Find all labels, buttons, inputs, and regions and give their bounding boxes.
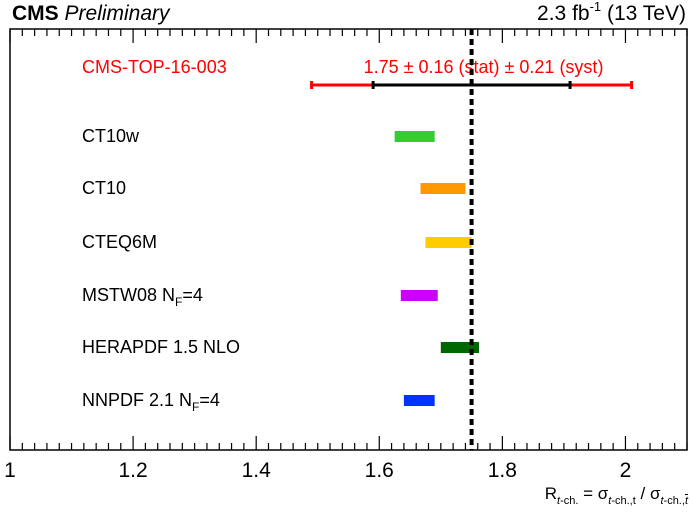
energy-label: (13 TeV) (607, 2, 686, 25)
lumi-exponent: -1 (589, 0, 602, 14)
lumi-value: 2.3 fb (537, 2, 590, 25)
prediction-label: CT10w (82, 126, 140, 146)
measurement: CMS-TOP-16-003 1.75 ± 0.16 (stat) ± 0.21 … (82, 57, 634, 89)
prediction-band (420, 183, 466, 194)
x-tick-label: 2 (620, 459, 632, 482)
measurement-value: 1.75 ± 0.16 (stat) ± 0.21 (syst) (364, 57, 604, 77)
experiment-name: CMS (12, 2, 59, 25)
status-label: Preliminary (64, 2, 170, 25)
x-tick-label: 1.2 (118, 459, 147, 482)
x-axis-label: Rt-ch. = σt-ch.,t / σt-ch.,t (544, 484, 688, 507)
prediction-band (425, 237, 472, 248)
x-axis-tick-labels: 1 1.2 1.4 1.6 1.8 2 (4, 459, 631, 482)
prediction-label: CT10 (82, 178, 126, 198)
prediction-label: MSTW08 NF=4 (82, 285, 203, 309)
prediction-bands: CT10w CT10 CTEQ6M MSTW08 NF=4 HERAPDF 1.5 NL… (82, 126, 479, 414)
x-tick-label: 1 (4, 459, 16, 482)
x-tick-label: 1.8 (488, 459, 517, 482)
lumi-label: 2.3 fb-1 (13 TeV) (537, 0, 686, 26)
prediction-band (403, 395, 435, 406)
prediction-band (400, 290, 438, 301)
prediction-band (440, 342, 479, 353)
prediction-band (394, 131, 435, 142)
plot-frame (9, 28, 688, 451)
measurement-label: CMS-TOP-16-003 (82, 57, 227, 77)
x-axis-ticks (9, 29, 688, 450)
prediction-label: NNPDF 2.1 NF=4 (82, 390, 220, 414)
x-tick-label: 1.4 (242, 459, 272, 482)
prediction-label: HERAPDF 1.5 NLO (82, 337, 240, 357)
experiment-label: CMS Preliminary (12, 2, 170, 26)
x-tick-label: 1.6 (365, 459, 394, 482)
prediction-label: CTEQ6M (82, 232, 157, 252)
